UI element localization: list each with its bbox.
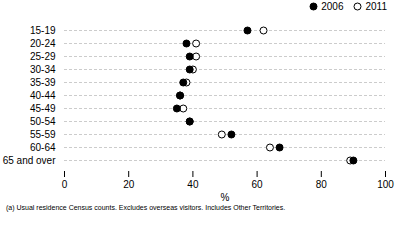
svg-text:65 and over: 65 and over [3,155,56,166]
html-text:2011: 2011 [365,1,387,12]
svg-text:45-49: 45-49 [30,103,56,114]
svg-text:100: 100 [377,179,394,190]
html-text:(a) Usual residence Census cou: (a) Usual residence Census counts. Exclu… [6,204,286,211]
svg-text:55-59: 55-59 [30,129,56,140]
svg-text:60-64: 60-64 [30,142,56,153]
svg-text:40-44: 40-44 [30,90,56,101]
svg-text:50-54: 50-54 [30,116,56,127]
svg-text:80: 80 [316,179,328,190]
html-text:2006: 2006 [321,1,344,12]
svg-text:30-34: 30-34 [30,64,56,75]
svg-text:20: 20 [123,179,135,190]
svg-text:%: % [221,192,230,203]
svg-text:35-39: 35-39 [30,77,56,88]
svg-text:20-24: 20-24 [30,38,56,49]
svg-text:60: 60 [252,179,264,190]
svg-text:25-29: 25-29 [30,51,56,62]
svg-text:0: 0 [62,179,68,190]
svg-text:40: 40 [187,179,199,190]
svg-text:15-19: 15-19 [30,25,56,36]
